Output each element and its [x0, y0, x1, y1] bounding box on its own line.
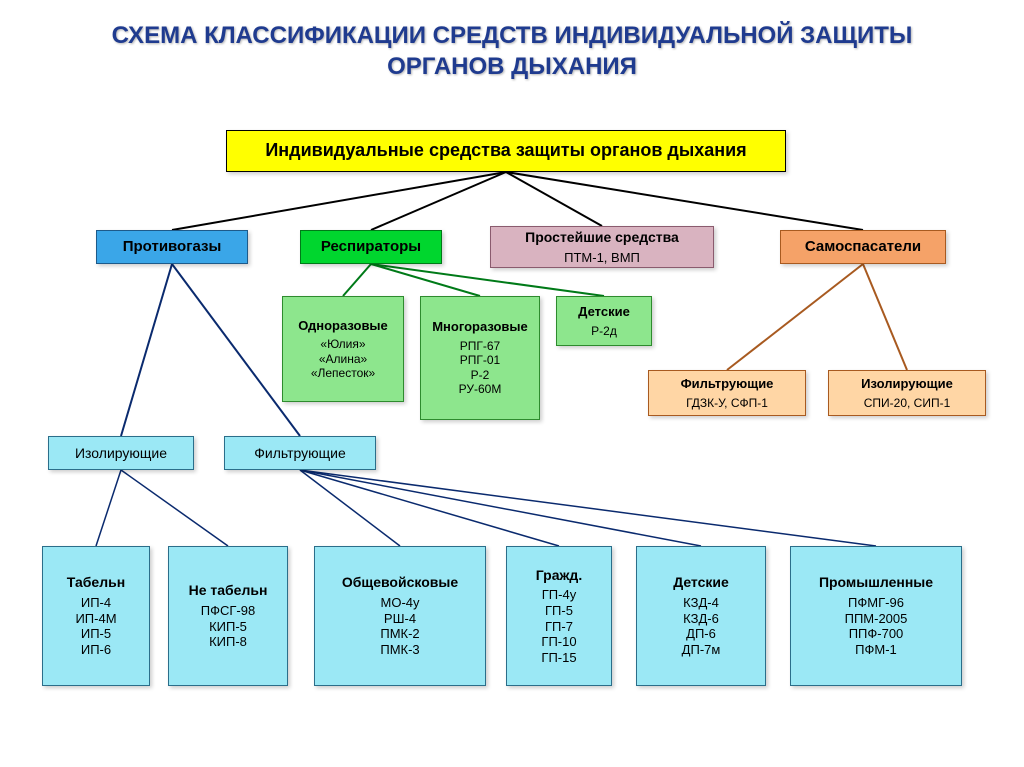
node-self_isol: Изолирующие СПИ-20, СИП-1 [828, 370, 986, 416]
node-resp: Респираторы [300, 230, 442, 264]
edge-root-gasmask [172, 172, 506, 230]
node-gm_isol: Изолирующие [48, 436, 194, 470]
node-gasmask: Противогазы [96, 230, 248, 264]
node-gm_filter: Фильтрующие [224, 436, 376, 470]
node-gm_isol-label: Изолирующие [75, 445, 167, 462]
node-leaf5: Детские КЗД-4 КЗД-6 ДП-6 ДП-7м [636, 546, 766, 686]
node-self: Самоспасатели [780, 230, 946, 264]
edge-gm_filter-leaf5 [300, 470, 701, 546]
node-leaf4-sub: ГП-4у ГП-5 ГП-7 ГП-10 ГП-15 [541, 587, 576, 665]
node-self_filter-label: Фильтрующие [681, 376, 774, 392]
node-leaf3-sub: МО-4у РШ-4 ПМК-2 ПМК-3 [380, 595, 419, 657]
node-resp-label: Респираторы [321, 238, 421, 256]
node-root-label: Индивидуальные средства защиты органов д… [265, 140, 746, 162]
node-simple-sub: ПТМ-1, ВМП [564, 250, 640, 266]
node-leaf1: Табельн ИП-4 ИП-4М ИП-5 ИП-6 [42, 546, 150, 686]
edge-gm_filter-leaf3 [300, 470, 400, 546]
node-resp_kids: Детские Р-2д [556, 296, 652, 346]
node-simple: Простейшие средства ПТМ-1, ВМП [490, 226, 714, 268]
edge-resp-resp_single [343, 264, 371, 296]
node-self_isol-sub: СПИ-20, СИП-1 [864, 396, 951, 410]
node-leaf4: Гражд. ГП-4у ГП-5 ГП-7 ГП-10 ГП-15 [506, 546, 612, 686]
node-resp_single-sub: «Юлия» «Алина» «Лепесток» [311, 337, 375, 380]
node-gasmask-label: Противогазы [123, 238, 222, 256]
node-resp_multi: Многоразовые РПГ-67 РПГ-01 Р-2 РУ-60М [420, 296, 540, 420]
edge-resp-resp_multi [371, 264, 480, 296]
edge-root-self [506, 172, 863, 230]
node-resp_single: Одноразовые «Юлия» «Алина» «Лепесток» [282, 296, 404, 402]
node-self_isol-label: Изолирующие [861, 376, 953, 392]
node-root: Индивидуальные средства защиты органов д… [226, 130, 786, 172]
edge-gm_isol-leaf1 [96, 470, 121, 546]
node-self-label: Самоспасатели [805, 238, 921, 256]
node-leaf3: Общевойсковые МО-4у РШ-4 ПМК-2 ПМК-3 [314, 546, 486, 686]
page-title: СХЕМА КЛАССИФИКАЦИИ СРЕДСТВ ИНДИВИДУАЛЬН… [0, 0, 1024, 92]
node-leaf6-label: Промышленные [819, 574, 933, 591]
edge-gasmask-gm_isol [121, 264, 172, 436]
node-leaf2-sub: ПФСГ-98 КИП-5 КИП-8 [201, 603, 255, 650]
node-leaf2-label: Не табельн [189, 582, 268, 599]
edge-self-self_filter [727, 264, 863, 370]
node-leaf2: Не табельн ПФСГ-98 КИП-5 КИП-8 [168, 546, 288, 686]
node-resp_kids-label: Детские [578, 304, 630, 320]
node-leaf4-label: Гражд. [536, 567, 582, 584]
node-leaf6-sub: ПФМГ-96 ППМ-2005 ППФ-700 ПФМ-1 [845, 595, 908, 657]
node-leaf1-sub: ИП-4 ИП-4М ИП-5 ИП-6 [75, 595, 116, 657]
node-resp_single-label: Одноразовые [298, 318, 388, 334]
node-resp_kids-sub: Р-2д [591, 324, 617, 338]
node-leaf3-label: Общевойсковые [342, 574, 458, 591]
node-resp_multi-label: Многоразовые [432, 319, 528, 335]
node-self_filter-sub: ГДЗК-У, СФП-1 [686, 396, 768, 410]
node-leaf5-sub: КЗД-4 КЗД-6 ДП-6 ДП-7м [682, 595, 721, 657]
edge-root-resp [371, 172, 506, 230]
node-simple-label: Простейшие средства [525, 229, 679, 246]
node-self_filter: Фильтрующие ГДЗК-У, СФП-1 [648, 370, 806, 416]
node-gm_filter-label: Фильтрующие [254, 445, 346, 462]
edge-gm_filter-leaf4 [300, 470, 559, 546]
edge-root-simple [506, 172, 602, 226]
node-leaf1-label: Табельн [67, 574, 125, 591]
edge-gasmask-gm_filter [172, 264, 300, 436]
edge-gm_filter-leaf6 [300, 470, 876, 546]
node-leaf5-label: Детские [673, 574, 729, 591]
node-leaf6: Промышленные ПФМГ-96 ППМ-2005 ППФ-700 ПФМ… [790, 546, 962, 686]
edge-gm_isol-leaf2 [121, 470, 228, 546]
edge-self-self_isol [863, 264, 907, 370]
edge-resp-resp_kids [371, 264, 604, 296]
node-resp_multi-sub: РПГ-67 РПГ-01 Р-2 РУ-60М [459, 339, 502, 397]
